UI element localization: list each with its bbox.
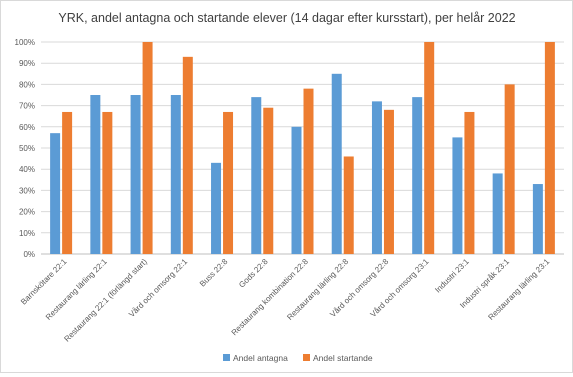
y-tick-label: 50% xyxy=(19,144,35,153)
y-tick-label: 10% xyxy=(19,229,35,238)
bar-antagna xyxy=(412,97,423,255)
y-tick-label: 70% xyxy=(19,102,35,111)
bar-startande xyxy=(303,88,314,254)
y-tick-label: 40% xyxy=(19,165,35,174)
y-tick-label: 30% xyxy=(19,186,35,195)
bar-antagna xyxy=(532,184,543,254)
legend-swatch xyxy=(303,354,310,361)
bars xyxy=(50,42,555,255)
bar-startande xyxy=(182,56,193,255)
y-tick-label: 20% xyxy=(19,208,35,217)
bar-startande xyxy=(223,111,234,255)
bar-startande xyxy=(383,109,394,254)
bar-antagna xyxy=(331,73,342,254)
bar-antagna xyxy=(130,95,141,254)
x-tick-label: Buss 22:8 xyxy=(198,257,230,289)
y-tick-label: 100% xyxy=(15,38,35,47)
x-tick-label: Restaurang 22:1 (förlängd start) xyxy=(62,257,149,344)
bar-startande xyxy=(343,156,354,254)
bar-startande xyxy=(544,42,555,254)
bar-antagna xyxy=(170,95,181,254)
legend-swatch xyxy=(223,354,230,361)
chart-title: YRK, andel antagna och startande elever … xyxy=(58,11,515,25)
gridlines xyxy=(41,41,564,255)
bar-antagna xyxy=(251,97,262,255)
bar-antagna xyxy=(452,137,463,254)
bar-startande xyxy=(263,107,274,254)
y-tick-label: 80% xyxy=(19,80,35,89)
bar-startande xyxy=(102,111,113,255)
bar-startande xyxy=(504,84,515,255)
y-tick-label: 60% xyxy=(19,123,35,132)
legend: Andel antagna Andel startande xyxy=(223,353,373,363)
bar-startande xyxy=(62,111,73,255)
x-tick-label: Industri 23:1 xyxy=(433,257,471,295)
bar-startande xyxy=(424,42,435,254)
bar-startande xyxy=(142,42,153,254)
bar-antagna xyxy=(50,133,61,254)
bar-antagna xyxy=(291,126,302,254)
y-tick-label: 0% xyxy=(23,250,35,259)
legend-label: Andel startande xyxy=(313,353,373,363)
bar-startande xyxy=(464,111,475,255)
x-tick-label: Restaurang kombination 22:8 xyxy=(230,257,311,338)
y-tick-label: 90% xyxy=(19,59,35,68)
bar-antagna xyxy=(371,101,382,254)
bar-antagna xyxy=(90,95,101,254)
legend-label: Andel antagna xyxy=(233,353,288,363)
x-tick-label: Gods 22:8 xyxy=(237,257,270,290)
bar-antagna xyxy=(492,173,503,254)
bar-antagna xyxy=(211,162,222,254)
y-axis: 0% 10% 20% 30% 40% 50% 60% 70% 80% 90% 100% xyxy=(15,38,35,259)
